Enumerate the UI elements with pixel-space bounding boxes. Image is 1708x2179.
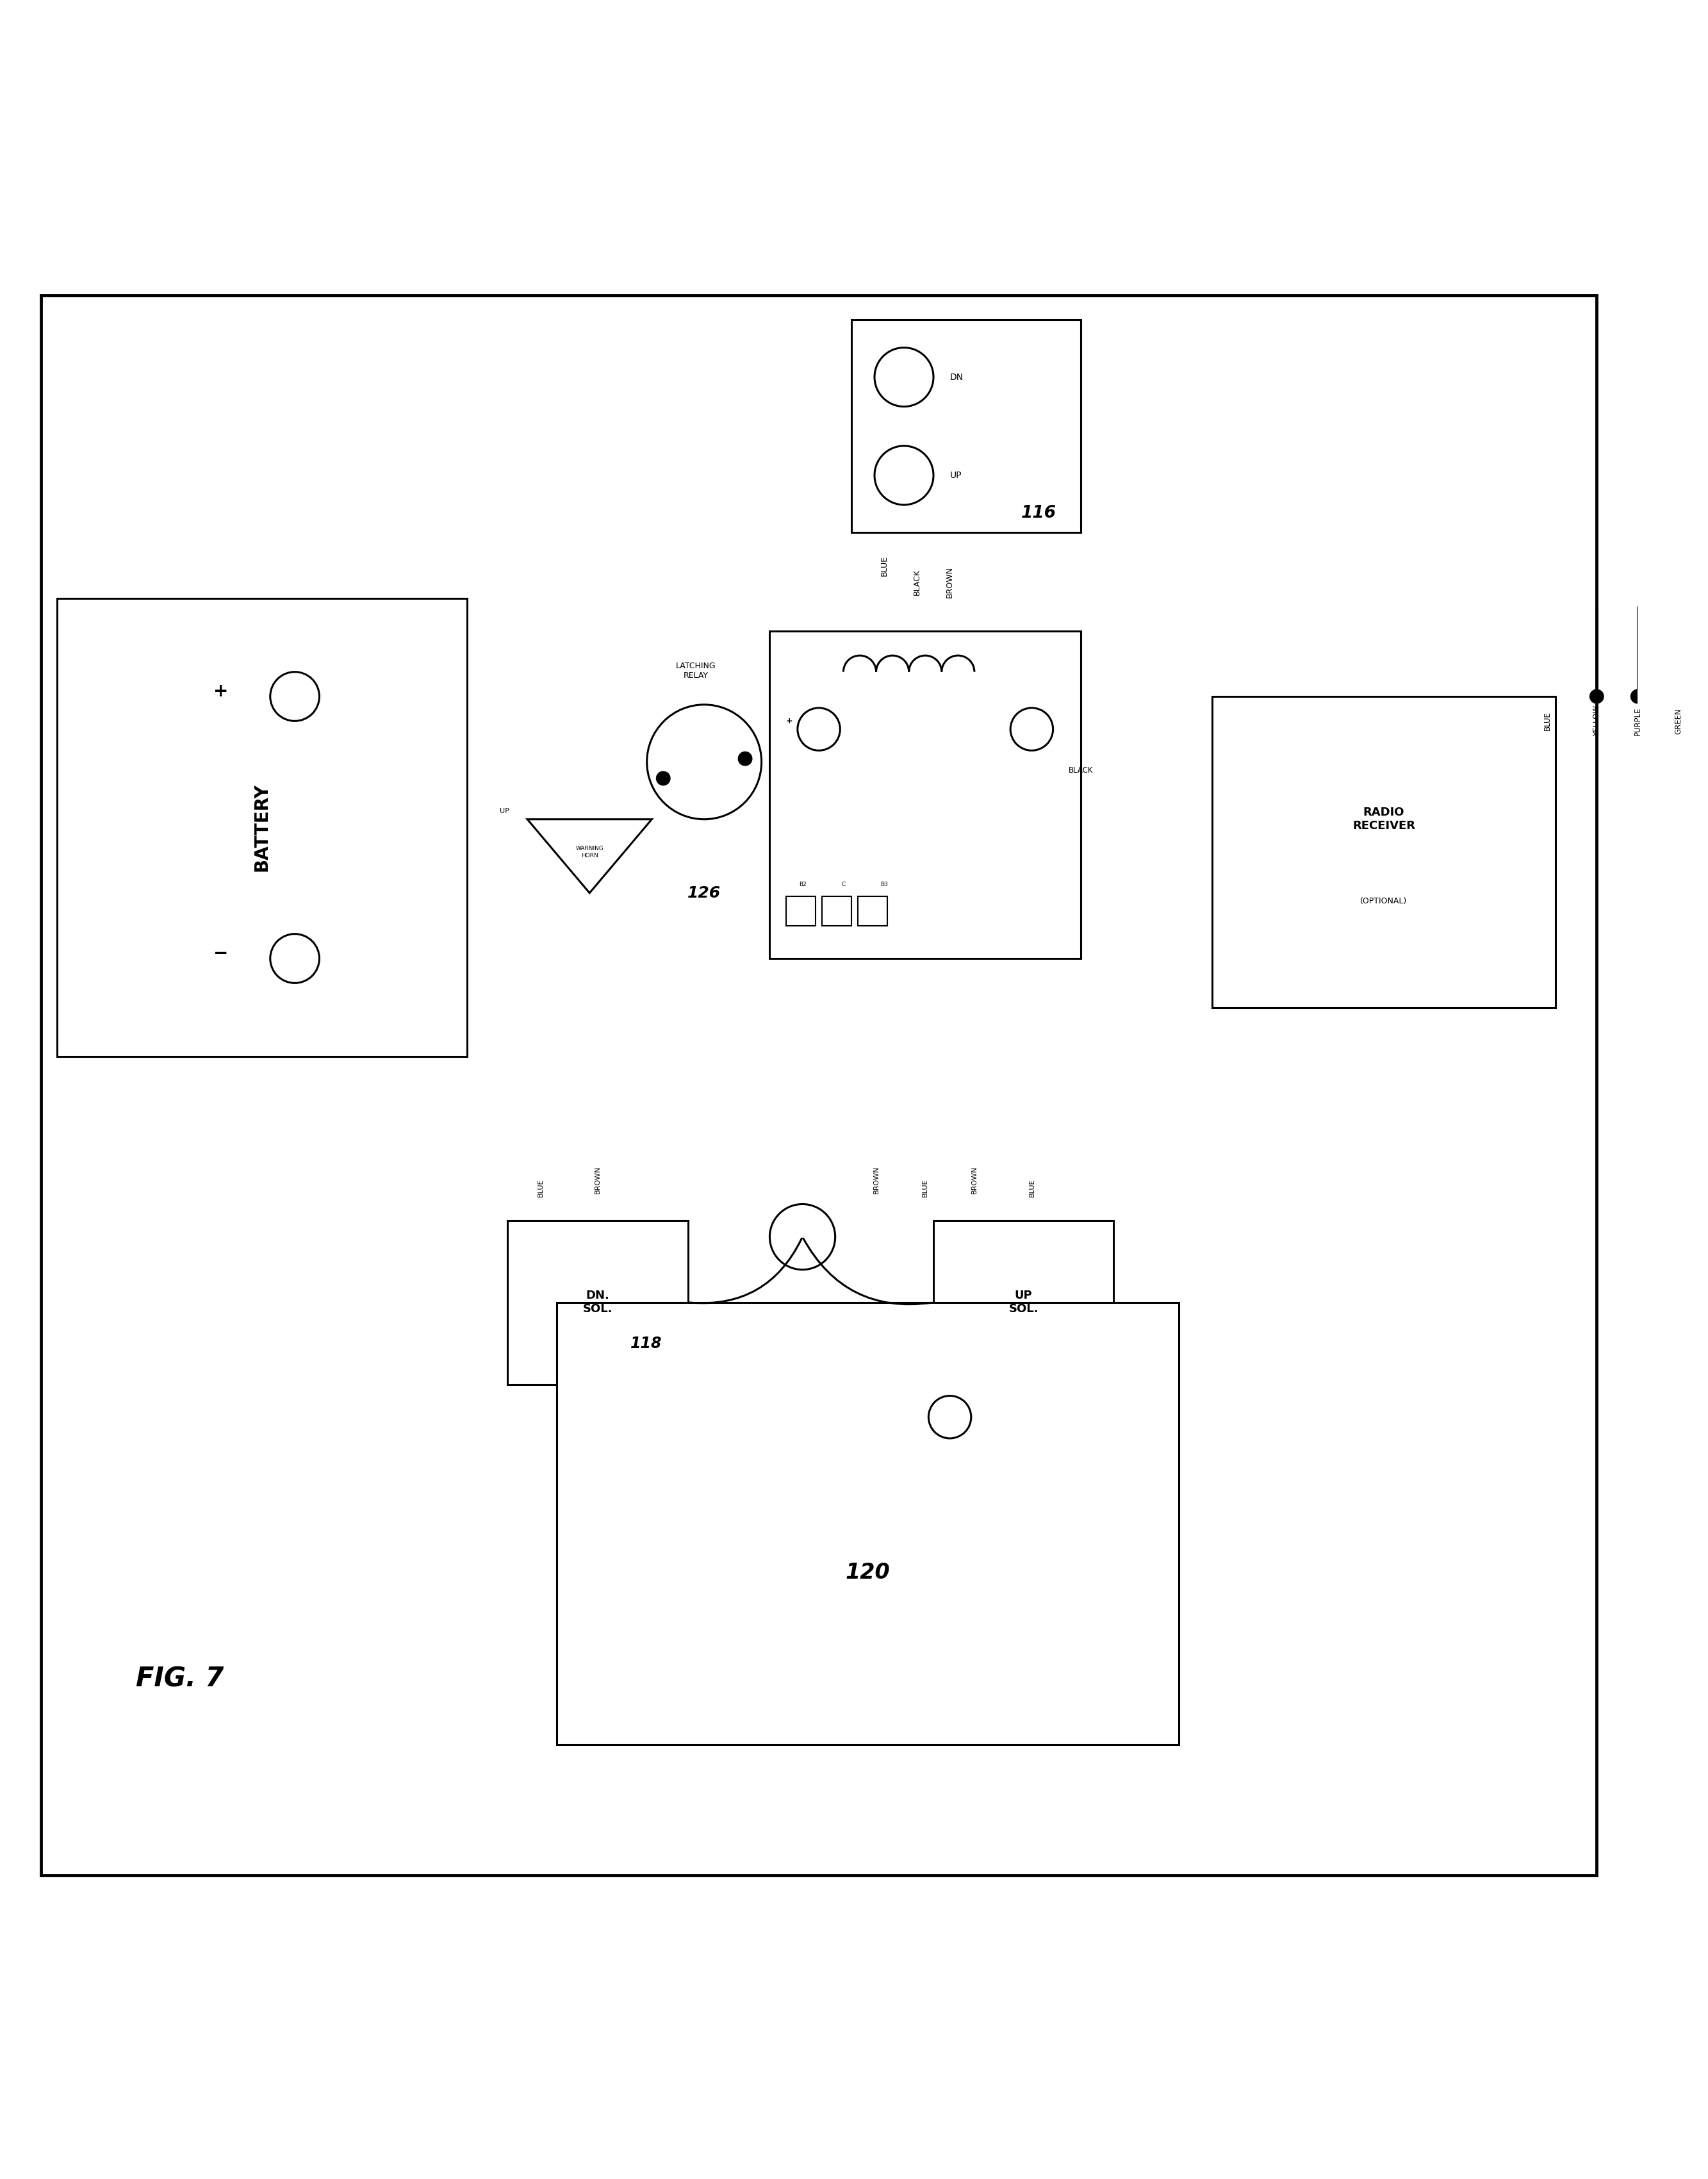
Circle shape	[798, 708, 840, 750]
Text: BROWN: BROWN	[972, 1166, 977, 1194]
Circle shape	[929, 1397, 972, 1438]
Text: (OPTIONAL): (OPTIONAL)	[1360, 898, 1407, 904]
Text: WARNING
HORN: WARNING HORN	[576, 845, 603, 859]
Bar	[507, 1220, 688, 1384]
Bar	[934, 1220, 1114, 1384]
Circle shape	[1590, 689, 1604, 704]
Circle shape	[656, 771, 670, 784]
Circle shape	[1631, 689, 1645, 704]
Text: BLUE: BLUE	[1544, 710, 1553, 730]
Text: RADIO
RECEIVER: RADIO RECEIVER	[1353, 806, 1416, 832]
Text: PURPLE: PURPLE	[1633, 706, 1641, 734]
Text: DN: DN	[950, 373, 963, 381]
Text: BROWN: BROWN	[594, 1166, 601, 1194]
Text: 118: 118	[630, 1336, 663, 1351]
Text: 126: 126	[688, 885, 721, 900]
Bar	[786, 896, 815, 926]
Text: BLUE: BLUE	[922, 1179, 929, 1196]
Bar	[557, 1303, 1179, 1745]
Text: DN.
SOL.: DN. SOL.	[582, 1290, 613, 1314]
Text: UP
SOL.: UP SOL.	[1009, 1290, 1038, 1314]
Circle shape	[1011, 708, 1054, 750]
Bar	[822, 896, 852, 926]
Text: FIG. 7: FIG. 7	[137, 1665, 224, 1693]
Text: UP: UP	[950, 471, 962, 479]
Text: 116: 116	[1021, 506, 1056, 521]
Text: BLUE: BLUE	[880, 556, 888, 575]
Text: BLACK: BLACK	[1069, 767, 1093, 774]
Polygon shape	[528, 819, 652, 893]
Text: BROWN: BROWN	[946, 567, 955, 597]
Circle shape	[770, 1205, 835, 1270]
Circle shape	[647, 704, 762, 819]
Text: YELLOW: YELLOW	[1592, 706, 1600, 737]
Circle shape	[874, 349, 934, 407]
Bar	[857, 896, 888, 926]
Text: BLUE: BLUE	[1028, 1179, 1035, 1196]
Text: +: +	[786, 717, 793, 726]
Text: BATTERY: BATTERY	[253, 782, 272, 872]
Text: LATCHING
RELAY: LATCHING RELAY	[676, 662, 716, 680]
Text: C: C	[842, 882, 845, 887]
Circle shape	[270, 935, 319, 983]
Text: BLACK: BLACK	[912, 569, 921, 595]
Text: BLUE: BLUE	[538, 1179, 543, 1196]
Text: +: +	[214, 682, 229, 699]
Circle shape	[738, 752, 752, 765]
Text: 120: 120	[845, 1562, 890, 1584]
Bar	[58, 599, 466, 1057]
Text: GREEN: GREEN	[1674, 708, 1682, 734]
Text: B3: B3	[881, 882, 888, 887]
Circle shape	[270, 671, 319, 721]
Text: B2: B2	[799, 882, 806, 887]
Circle shape	[874, 447, 934, 506]
Bar	[770, 632, 1081, 959]
Bar	[852, 320, 1081, 532]
Bar	[1213, 697, 1556, 1007]
Text: UP: UP	[500, 808, 509, 815]
Text: BROWN: BROWN	[873, 1166, 880, 1194]
Text: −: −	[214, 946, 229, 963]
